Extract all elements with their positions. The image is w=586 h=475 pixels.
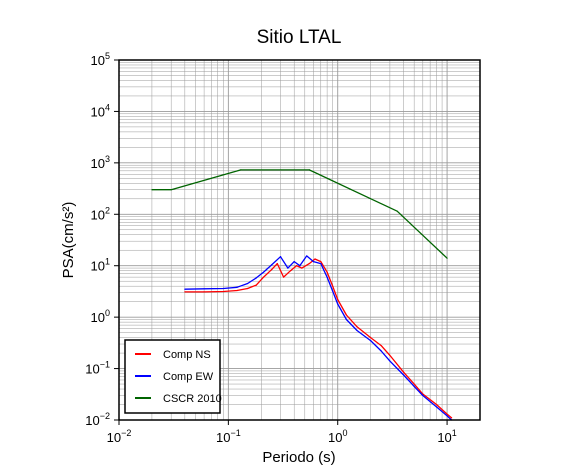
data-point — [184, 291, 186, 293]
data-point — [184, 288, 186, 290]
data-point — [389, 354, 391, 357]
data-point — [435, 403, 438, 406]
data-point — [262, 276, 265, 278]
legend-label: Comp NS — [163, 349, 211, 361]
x-tick-label: 10−2 — [107, 428, 132, 445]
data-point — [271, 264, 273, 266]
data-point — [293, 261, 295, 263]
legend-label: CSCR 2010 — [163, 393, 222, 405]
x-tick-label: 101 — [437, 428, 456, 445]
data-point — [356, 326, 358, 328]
data-point — [413, 383, 415, 385]
data-point — [332, 290, 334, 292]
data-point — [435, 406, 438, 408]
legend: Comp NS Comp EW CSCR 2010 — [124, 339, 222, 414]
data-point — [299, 265, 301, 267]
data-point — [283, 276, 285, 278]
data-point — [345, 314, 347, 316]
data-point — [332, 285, 334, 287]
grid-lines — [118, 59, 481, 421]
y-tick-label: 104 — [91, 102, 110, 119]
data-point — [236, 289, 238, 292]
data-point — [222, 290, 224, 293]
data-point — [308, 169, 310, 171]
data-point — [247, 287, 249, 290]
data-point — [337, 298, 339, 301]
data-point — [345, 318, 347, 321]
data-point — [422, 394, 424, 397]
y-tick-label: 103 — [91, 154, 110, 171]
y-tick-label: 10−1 — [85, 360, 110, 377]
data-point — [314, 258, 316, 260]
data-point — [370, 339, 372, 342]
data-point — [413, 385, 415, 388]
legend-label: Comp EW — [163, 371, 214, 383]
data-point — [279, 256, 282, 258]
data-point — [320, 261, 322, 263]
data-point — [203, 288, 205, 290]
data-point — [389, 360, 391, 362]
data-point — [312, 261, 315, 263]
data-point — [276, 262, 278, 265]
y-tick-label: 101 — [91, 257, 110, 274]
data-point — [446, 413, 448, 415]
data-point — [306, 255, 308, 257]
y-tick-label: 102 — [91, 205, 110, 222]
data-point — [356, 329, 358, 332]
x-axis-label: Periodo (s) — [262, 449, 335, 466]
x-tick-label: 100 — [328, 428, 347, 445]
data-point — [289, 270, 292, 272]
series-line-2 — [151, 169, 448, 259]
data-point — [295, 265, 298, 267]
x-axis-ticks: 10−2 10−1 100 101 — [107, 420, 457, 445]
data-point — [451, 417, 453, 419]
data-point — [262, 271, 265, 273]
series-layer — [151, 169, 453, 421]
data-point — [222, 287, 224, 290]
y-axis-label: PSA(cm/s²) — [60, 202, 77, 279]
chart-title: Sitio LTAL — [257, 27, 342, 48]
data-point — [370, 337, 372, 339]
data-point — [446, 257, 448, 259]
data-point — [271, 268, 273, 270]
plot-frame — [118, 59, 481, 421]
x-tick-label: 10−1 — [216, 428, 241, 445]
data-point — [402, 374, 405, 376]
data-point — [255, 277, 257, 279]
data-point — [236, 286, 238, 288]
data-point — [151, 189, 153, 191]
data-point — [308, 262, 310, 265]
data-point — [203, 291, 205, 293]
y-axis-ticks: 10−2 10−1 100 101 102 103 104 105 — [85, 51, 119, 428]
data-point — [326, 276, 328, 278]
data-point — [287, 267, 289, 269]
data-point — [301, 267, 303, 269]
data-point — [380, 350, 382, 352]
data-point — [402, 371, 405, 373]
data-point — [320, 262, 322, 265]
y-tick-label: 105 — [91, 51, 110, 68]
data-point — [337, 303, 339, 305]
y-tick-label: 100 — [91, 308, 110, 325]
y-tick-label: 10−2 — [85, 411, 110, 428]
data-point — [396, 210, 398, 212]
data-point — [446, 415, 448, 417]
data-point — [247, 282, 249, 285]
data-point — [326, 271, 328, 273]
data-point — [380, 344, 382, 347]
series-line-0 — [184, 258, 453, 419]
data-point — [170, 189, 172, 191]
data-point — [240, 169, 242, 171]
data-point — [255, 284, 257, 286]
